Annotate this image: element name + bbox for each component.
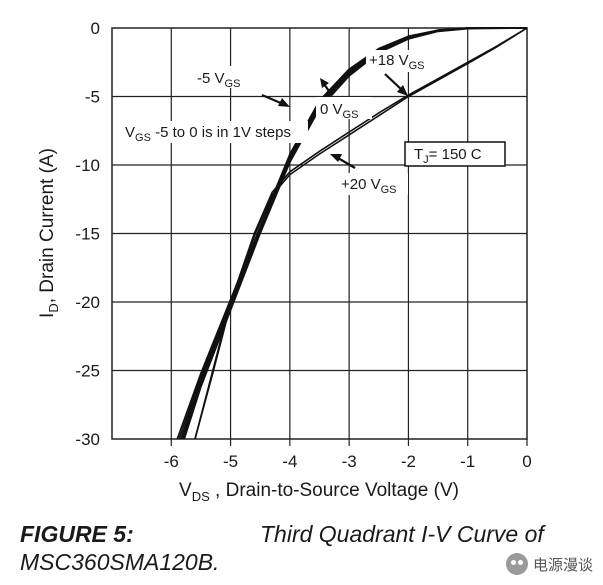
svg-text:-5 VGS: -5 VGS <box>197 70 240 90</box>
y-axis-title: ID, Drain Current (A) <box>37 148 61 318</box>
annotation-vgs-0-main: 0 V <box>320 101 343 118</box>
annotation-vgs-20-arrowhead <box>330 154 342 162</box>
annotation-vgs-20-sub: GS <box>381 184 397 196</box>
annotation-tj-sub: J <box>423 154 429 166</box>
x-tick-label-6: 0 <box>522 452 531 471</box>
annotation-vgs-0-sub: GS <box>343 109 359 121</box>
figure-number: FIGURE 5: <box>20 521 134 547</box>
plot-frame <box>111 27 528 440</box>
svg-text:+18 VGS: +18 VGS <box>369 52 425 72</box>
x-axis-title-main: V <box>179 480 192 501</box>
annotation-vgs-m5-sub: GS <box>225 78 241 90</box>
figure-part-number: MSC360SMA120B. <box>20 549 220 575</box>
x-tick-label-0: -6 <box>164 452 179 471</box>
annotation-vgs-18: +18 VGS <box>366 50 436 96</box>
x-tick-label-3: -3 <box>342 452 357 471</box>
x-tick-label-2: -4 <box>282 452 297 471</box>
x-axis-title-sub: DS <box>192 489 210 504</box>
annotation-vgs-0: 0 VGS <box>316 78 372 121</box>
x-tick-label-4: -2 <box>401 452 416 471</box>
svg-text:+20 VGS: +20 VGS <box>341 176 397 196</box>
y-axis-title-sub: D <box>46 303 61 312</box>
annotation-vgs-18-main: +18 V <box>369 52 409 69</box>
annotation-vgs-20-arrow <box>337 157 356 169</box>
annotation-vgs-m5: -5 VGS <box>190 66 290 107</box>
watermark: 电源漫谈 <box>505 553 593 575</box>
annotation-vgs-m5-arrow <box>261 93 284 106</box>
annotation-vgs-20: +20 VGS <box>330 154 408 196</box>
tj-box <box>404 141 506 167</box>
y-tick-label-5: -25 <box>75 362 100 381</box>
y-tick-label-1: -5 <box>85 88 100 107</box>
annotation-vgs-18-arrow <box>384 73 403 91</box>
y-axis-title-main: I <box>37 313 58 318</box>
y-axis-title-rest: , Drain Current (A) <box>37 148 58 303</box>
y-tick-label-0: 0 <box>91 19 100 38</box>
y-tick-label-2: -10 <box>75 156 100 175</box>
figure-title: Third Quadrant I-V Curve of <box>260 521 544 547</box>
iv-curve-chart: -6 -5 -4 -3 -2 -1 00-5-10-15-20-25-30 VDS , Dr… <box>37 19 532 504</box>
annotation-tj: TJ= 150 C <box>404 141 506 167</box>
y-tick-label-3: -15 <box>75 225 100 244</box>
figure-caption: FIGURE 5: Third Quadrant I-V Curve of <box>20 521 544 548</box>
annotation-vgs-18-arrowhead <box>397 85 408 96</box>
curve-group <box>176 27 528 440</box>
annotation-tj-rest: = 150 C <box>429 146 482 163</box>
annotation-steps: VGS -5 to 0 is in 1V steps <box>122 121 308 144</box>
annotation-vgs-m5-arrowhead <box>278 98 290 107</box>
y-tick-label-6: -30 <box>75 430 100 449</box>
plot-grid <box>112 28 528 446</box>
svg-text:VGS -5 to 0 is in 1V steps: VGS -5 to 0 is in 1V steps <box>125 124 291 144</box>
series--18-vgs <box>194 27 528 440</box>
annotation-steps-main: V <box>125 124 135 141</box>
annotation-vgs-20-main: +20 V <box>341 176 381 193</box>
annotation-vgs-0-arrowhead <box>320 78 329 88</box>
series--20-vgs <box>194 27 528 440</box>
annotation-vgs-m5-main: -5 V <box>197 70 225 87</box>
annotation-steps-rest: -5 to 0 is in 1V steps <box>151 124 291 141</box>
y-tick-label-4: -20 <box>75 293 100 312</box>
svg-text:TJ= 150 C: TJ= 150 C <box>414 146 482 166</box>
x-tick-label-5: -1 <box>460 452 475 471</box>
svg-text:0 VGS: 0 VGS <box>320 101 358 121</box>
x-axis-title: VDS , Drain-to-Source Voltage (V) <box>179 480 459 504</box>
tick-labels: -6 -5 -4 -3 -2 -1 00-5-10-15-20-25-30 <box>75 19 531 471</box>
annotation-tj-main: T <box>414 146 423 163</box>
x-tick-label-1: -5 <box>223 452 238 471</box>
watermark-text: 电源漫谈 <box>532 555 593 574</box>
annotation-steps-sub: GS <box>135 132 151 144</box>
x-axis-title-rest: , Drain-to-Source Voltage (V) <box>210 480 459 501</box>
annotation-vgs-18-sub: GS <box>409 60 425 72</box>
wechat-icon <box>505 553 528 575</box>
